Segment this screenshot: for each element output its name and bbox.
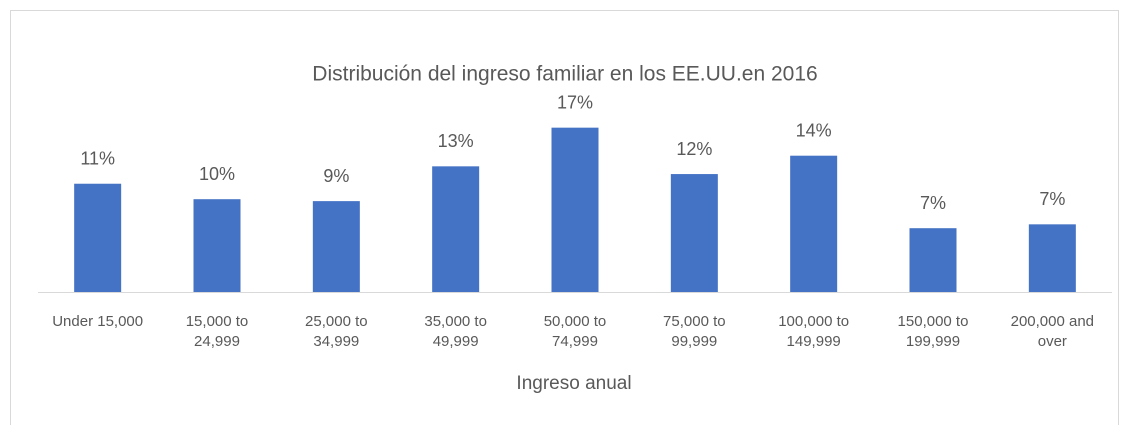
x-tick-label: Under 15,000 — [52, 313, 144, 330]
bar — [909, 228, 957, 292]
x-tick-label: 75,000 to 99,999 — [663, 313, 726, 350]
data-label: 10% — [199, 164, 235, 184]
chart-frame — [10, 10, 1119, 425]
bar — [74, 183, 122, 292]
x-tick-label: 100,000 to 149,999 — [778, 313, 850, 350]
bar — [193, 199, 241, 292]
data-label: 17% — [557, 92, 593, 112]
bar — [432, 166, 480, 292]
bar — [551, 127, 599, 293]
x-tick-label: 150,000 to 199,999 — [897, 313, 969, 350]
data-label: 7% — [920, 193, 946, 213]
data-label: 11% — [80, 148, 115, 168]
x-tick-label: 15,000 to 24,999 — [185, 313, 249, 350]
bar — [312, 201, 360, 292]
x-tick-label: 35,000 to 49,999 — [424, 313, 487, 350]
data-label: 13% — [438, 131, 474, 151]
data-label: 12% — [676, 139, 712, 159]
bar — [790, 155, 838, 292]
bar — [1028, 224, 1076, 292]
bar — [670, 174, 718, 292]
x-tick-label: 200,000 and over — [1010, 313, 1095, 350]
x-axis-title: Ingreso anual — [516, 373, 631, 394]
data-label: 9% — [323, 166, 349, 186]
x-tick-label: 25,000 to 34,999 — [305, 313, 368, 350]
chart-title: Distribución del ingreso familiar en los… — [312, 63, 817, 86]
data-label: 14% — [796, 120, 832, 140]
x-tick-label: 50,000 to 74,999 — [543, 313, 607, 350]
data-label: 7% — [1039, 189, 1065, 209]
